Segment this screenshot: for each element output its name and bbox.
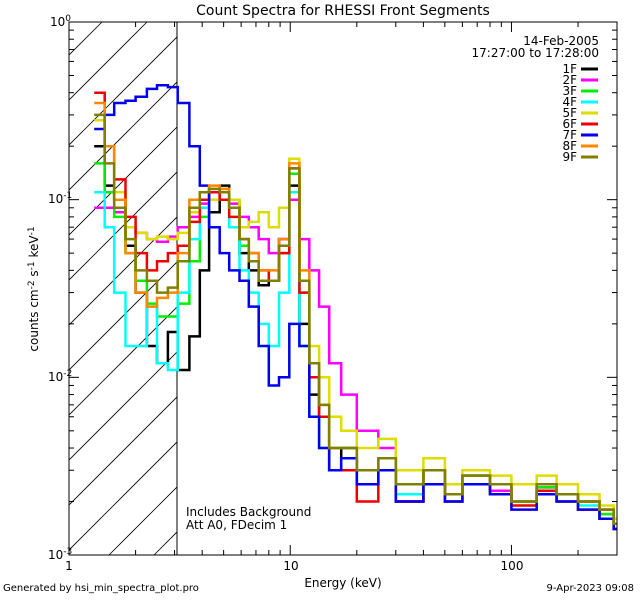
y-tick-label-1e-2: 10-2 — [48, 369, 72, 384]
hatch-line — [69, 396, 177, 506]
legend-label-8F: 8F — [562, 139, 577, 153]
y-axis-label: counts cm-2 s-1 keV-1 — [27, 226, 41, 351]
x-tick-label-10: 10 — [283, 559, 298, 573]
axis-ticks — [68, 21, 618, 556]
footer-generated-by: Generated by hsi_min_spectra_plot.pro — [3, 583, 199, 594]
x-tick-label-100: 100 — [501, 559, 524, 573]
series-lines — [94, 84, 617, 531]
hatch-line — [69, 81, 177, 191]
hatch-line — [69, 36, 177, 146]
legend-label-1F: 1F — [562, 62, 577, 76]
chart-title: Count Spectra for RHESSI Front Segments — [196, 3, 490, 19]
info-date: 14-Feb-2005 — [523, 34, 599, 48]
y-tick-label-1e0: 100 — [50, 14, 71, 29]
legend-label-6F: 6F — [562, 117, 577, 131]
series-9F — [94, 113, 617, 525]
annotation-background: Includes Background — [186, 505, 311, 519]
y-tick-label-1e-1: 10-1 — [48, 191, 72, 206]
hatch-line — [69, 126, 177, 236]
hatch-line — [69, 22, 103, 56]
legend-label-5F: 5F — [562, 106, 577, 120]
footer-timestamp: 9-Apr-2023 09:08 — [546, 583, 634, 594]
legend-label-2F: 2F — [562, 73, 577, 87]
annotation-attenuator: Att A0, FDecim 1 — [186, 518, 287, 532]
legend-label-9F: 9F — [562, 150, 577, 164]
hatch-line — [244, 22, 640, 555]
info-time-range: 17:27:00 to 17:28:00 — [472, 46, 599, 60]
x-axis-label: Energy (keV) — [304, 576, 381, 590]
legend-label-7F: 7F — [562, 128, 577, 142]
series-7F — [94, 84, 617, 531]
hatch-line — [69, 261, 177, 371]
shaded-region — [69, 22, 640, 555]
legend-label-3F: 3F — [562, 84, 577, 98]
hatch-line — [69, 171, 177, 281]
plot-frame — [68, 21, 618, 556]
y-tick-label-1e-3: 10-3 — [48, 547, 72, 562]
x-tick-label-1: 1 — [65, 559, 73, 573]
hatch-line — [69, 351, 177, 461]
legend-label-4F: 4F — [562, 95, 577, 109]
hatch-line — [69, 216, 177, 326]
hatch-line — [69, 441, 177, 551]
